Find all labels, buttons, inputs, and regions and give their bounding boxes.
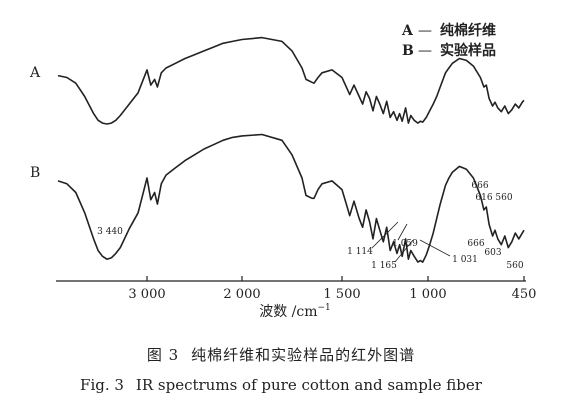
peak-annotation: 666: [471, 181, 488, 191]
caption-cn-text: 纯棉纤维和实验样品的红外图谱: [191, 346, 416, 364]
peak-annotation: 1 114: [347, 247, 373, 257]
legend-dash: —: [418, 23, 432, 39]
series-label-b: B: [30, 165, 40, 181]
caption-en-text: IR spectrums of pure cotton and sample f…: [135, 376, 482, 394]
annotation-leader: [371, 221, 399, 249]
peak-annotation: 1 031: [452, 255, 478, 265]
annotation-leader: [419, 239, 451, 257]
legend-key-a: A: [401, 23, 414, 39]
caption-cn-number: 图 3: [146, 346, 180, 364]
peak-annotation: 603: [484, 248, 501, 258]
peak-annotation: 616 560: [475, 193, 512, 203]
peak-annotation: 666: [467, 239, 484, 249]
series-label-a: A: [29, 65, 41, 81]
legend-text-a: 纯棉纤维: [440, 22, 496, 39]
series-layer: AB: [29, 36, 525, 263]
series-line-a: [57, 36, 525, 125]
legend-text-b: 实验样品: [440, 42, 496, 59]
peak-annotation: 560: [506, 261, 523, 271]
peak-annotation: 1 165: [371, 261, 397, 271]
legend: A — 纯棉纤维 B — 实验样品: [401, 22, 496, 59]
x-tick-label: 3 000: [128, 287, 165, 302]
x-axis-label: 波数 /cm−1: [259, 303, 331, 320]
caption-en-number: Fig. 3: [80, 376, 124, 394]
annotation-leader: [397, 223, 408, 241]
series-line-b: [57, 133, 525, 263]
peak-annotation: 1 059: [392, 239, 418, 249]
x-tick-label: 450: [512, 287, 537, 302]
x-tick-label: 1 500: [323, 287, 360, 302]
x-axis: 3 000 2 000 1 500 1 000 450: [56, 276, 536, 302]
legend-dash: —: [418, 43, 432, 59]
x-tick-label: 1 000: [409, 287, 446, 302]
annotation-leader: [394, 239, 414, 263]
legend-key-b: B: [402, 43, 414, 59]
x-tick-label: 2 000: [223, 287, 260, 302]
figure-caption-cn: 图 3 纯棉纤维和实验样品的红外图谱: [0, 344, 562, 365]
figure-caption-en: Fig. 3 IR spectrums of pure cotton and sa…: [0, 376, 562, 394]
peak-annotation: 3 440: [97, 227, 123, 237]
